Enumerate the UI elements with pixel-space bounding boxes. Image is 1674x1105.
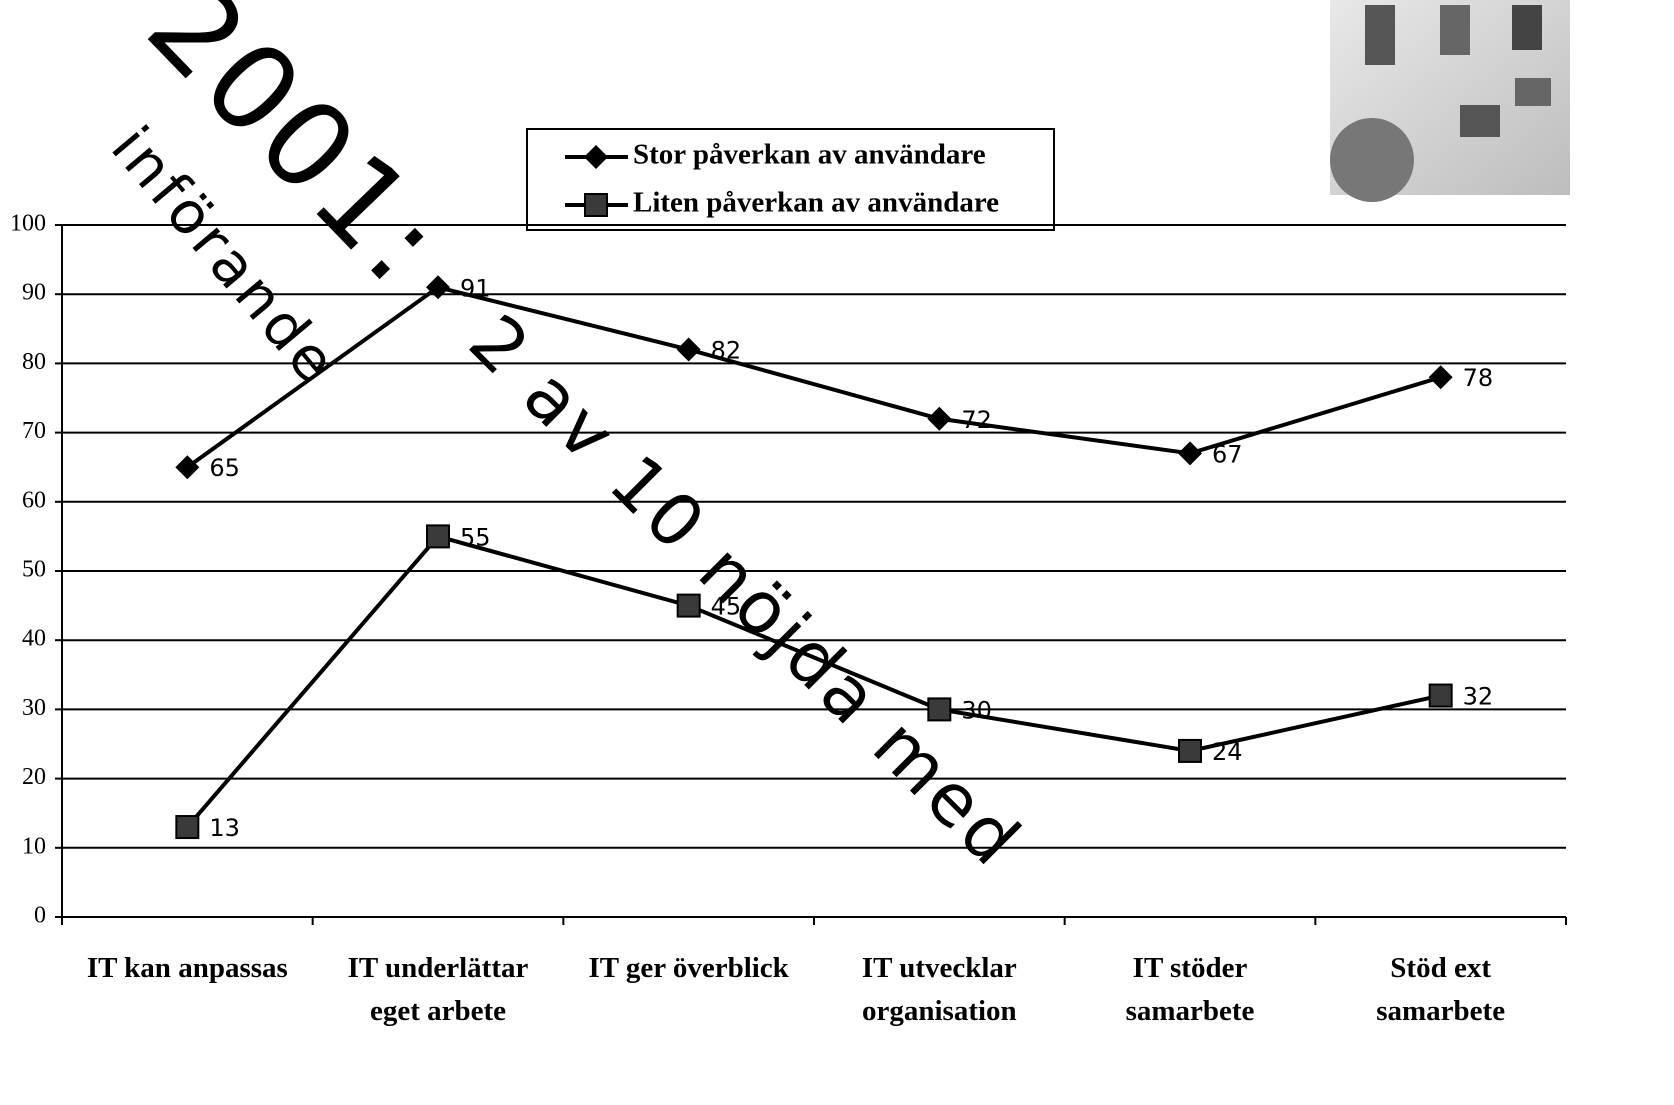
marker: [1430, 685, 1452, 707]
marker: [1178, 441, 1202, 465]
value-label: 78: [1463, 364, 1494, 392]
value-label: 32: [1463, 683, 1494, 711]
y-tick-label: 60: [22, 487, 46, 513]
x-tick-label: IT underlättar eget arbete: [320, 947, 556, 1033]
y-tick-label: 10: [22, 833, 46, 859]
y-tick-label: 70: [22, 418, 46, 444]
x-tick-label: IT kan anpassas: [69, 947, 305, 990]
x-tick-label: IT utvecklar organisation: [821, 947, 1057, 1033]
legend-label: Stor påverkan av användare: [633, 139, 986, 171]
y-tick-label: 90: [22, 280, 46, 306]
marker: [176, 816, 198, 838]
value-label: 91: [460, 274, 491, 302]
y-tick-label: 30: [22, 695, 46, 721]
page: 0 10 20 30 40 50 60 70 80 90 100 65 91 82 72 67 78 Stor p…: [0, 0, 1674, 1105]
photo: [1330, 0, 1570, 202]
x-tick-label: IT ger överblick: [571, 947, 807, 990]
y-tick-label: 50: [22, 557, 46, 583]
y-tick-label: 0: [34, 903, 46, 929]
marker: [1429, 365, 1453, 389]
marker: [927, 407, 951, 431]
value-label: 72: [961, 406, 992, 434]
chart: 0 10 20 30 40 50 60 70 80 90 100 65 91 82 72 67 78 Stor p…: [0, 0, 1674, 1105]
y-tick-label: 80: [22, 349, 46, 375]
marker: [1179, 740, 1201, 762]
marker: [427, 525, 449, 547]
legend-label: Liten påverkan av användare: [633, 187, 999, 219]
y-tick-label: 40: [22, 626, 46, 652]
x-tick-label: IT stöder samarbete: [1072, 947, 1308, 1033]
line: [187, 287, 1440, 467]
annotation: 2 av 10 nöjda med: [453, 299, 1038, 884]
value-label: 67: [1212, 440, 1243, 468]
value-label: 65: [209, 454, 240, 482]
value-label: 82: [711, 337, 742, 365]
value-label: 13: [209, 814, 240, 842]
x-tick-label: Stöd ext samarbete: [1323, 947, 1559, 1033]
marker: [677, 338, 701, 362]
marker: [585, 194, 607, 216]
value-label: 24: [1212, 738, 1243, 766]
y-tick-label: 20: [22, 764, 46, 790]
value-label: 55: [460, 523, 491, 551]
value-label: 30: [961, 696, 992, 724]
y-tick-label: 100: [10, 211, 46, 237]
